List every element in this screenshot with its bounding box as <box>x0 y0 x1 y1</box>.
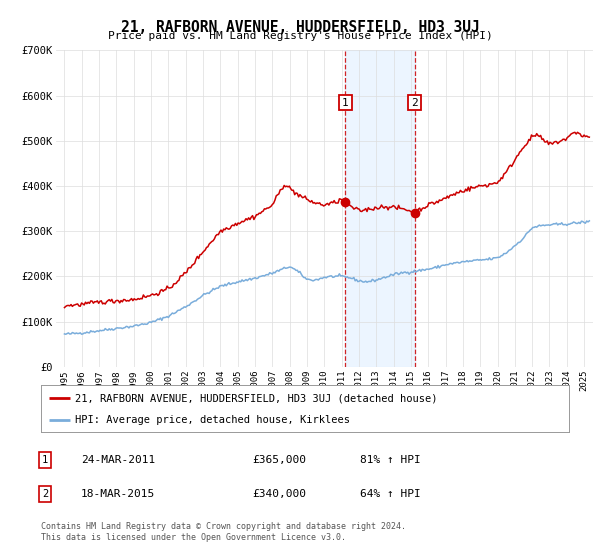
Text: 64% ↑ HPI: 64% ↑ HPI <box>360 489 421 499</box>
Text: 24-MAR-2011: 24-MAR-2011 <box>81 455 155 465</box>
Text: 2: 2 <box>42 489 48 499</box>
Text: 18-MAR-2015: 18-MAR-2015 <box>81 489 155 499</box>
Text: HPI: Average price, detached house, Kirklees: HPI: Average price, detached house, Kirk… <box>75 416 350 426</box>
Text: 2: 2 <box>411 97 418 108</box>
Text: 1: 1 <box>342 97 349 108</box>
Text: Contains HM Land Registry data © Crown copyright and database right 2024.: Contains HM Land Registry data © Crown c… <box>41 522 406 531</box>
Text: 21, RAFBORN AVENUE, HUDDERSFIELD, HD3 3UJ: 21, RAFBORN AVENUE, HUDDERSFIELD, HD3 3U… <box>121 20 479 35</box>
Text: 21, RAFBORN AVENUE, HUDDERSFIELD, HD3 3UJ (detached house): 21, RAFBORN AVENUE, HUDDERSFIELD, HD3 3U… <box>75 393 437 403</box>
Bar <box>346 50 415 367</box>
Text: This data is licensed under the Open Government Licence v3.0.: This data is licensed under the Open Gov… <box>41 533 346 542</box>
Text: 1: 1 <box>42 455 48 465</box>
Text: £365,000: £365,000 <box>252 455 306 465</box>
Text: Price paid vs. HM Land Registry's House Price Index (HPI): Price paid vs. HM Land Registry's House … <box>107 31 493 41</box>
Text: £340,000: £340,000 <box>252 489 306 499</box>
Text: 81% ↑ HPI: 81% ↑ HPI <box>360 455 421 465</box>
